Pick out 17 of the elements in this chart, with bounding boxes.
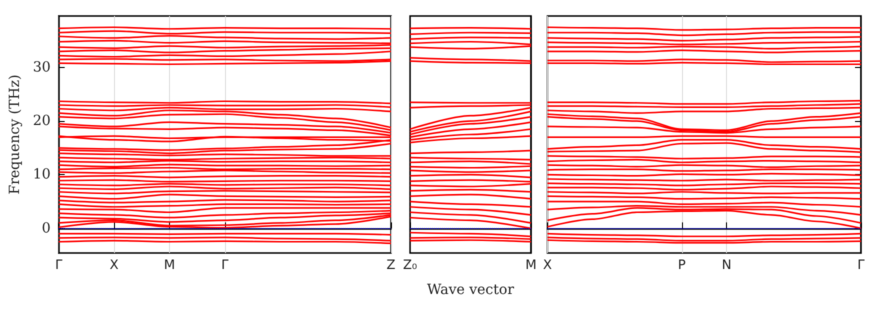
x-tick-label: X — [110, 258, 119, 273]
x-tick-label: M — [525, 258, 537, 273]
x-axis-title: Wave vector — [427, 282, 514, 298]
x-tick-label: Z₀ — [402, 258, 418, 273]
x-tick-label: P — [678, 258, 686, 273]
y-axis-title: Frequency (THz) — [7, 74, 23, 195]
x-tick-label: X — [543, 258, 552, 273]
x-tick-label: Γ — [55, 258, 64, 273]
x-tick-label: Γ — [221, 258, 230, 273]
x-tick-label: N — [722, 258, 732, 273]
x-tick-label: Z — [386, 258, 396, 273]
x-tick-label: Γ — [857, 258, 866, 273]
y-tick-label: 0 — [42, 220, 51, 236]
y-tick-label: 10 — [32, 166, 51, 183]
y-tick-label: 30 — [32, 59, 51, 76]
x-tick-label: M — [164, 258, 176, 273]
y-tick-label: 20 — [32, 113, 51, 130]
